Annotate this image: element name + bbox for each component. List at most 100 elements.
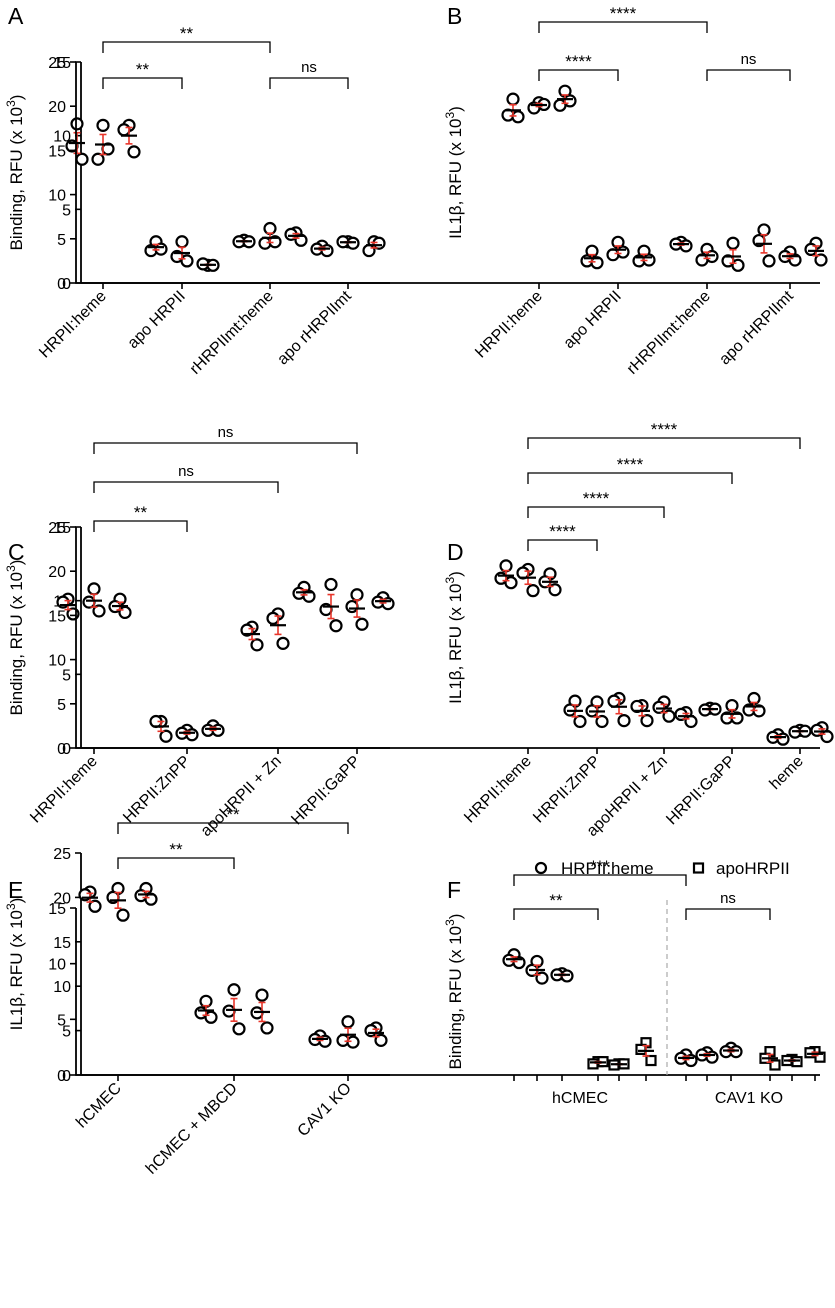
significance-bracket [269, 77, 349, 89]
data-point [75, 152, 89, 166]
significance-label: ** [136, 60, 150, 79]
data-point [684, 714, 698, 729]
y-tick-label: 20 [53, 890, 71, 907]
data-point [374, 1033, 388, 1047]
data-point [159, 729, 173, 743]
data-point [645, 1054, 657, 1067]
data-point [324, 577, 338, 592]
data-point [607, 694, 621, 708]
y-tick-label: 0 [57, 1068, 66, 1085]
category-label: rHRPIImt:heme [624, 288, 714, 378]
y-tick-label: 0 [62, 1068, 71, 1085]
significance-bracket [527, 539, 598, 551]
y-tick-label: 5 [57, 232, 66, 249]
y-axis-label: Binding, RFU (x 103) [4, 95, 26, 251]
legend-label: HRPII:heme [561, 859, 654, 878]
y-tick-label: 10 [48, 957, 66, 974]
y-tick-label: 15 [53, 935, 71, 952]
y-tick-label: 0 [57, 276, 66, 293]
data-point [504, 576, 518, 590]
panel-letter: E [8, 877, 23, 903]
significance-bracket [706, 69, 791, 81]
data-point [276, 636, 290, 650]
data-point [640, 713, 654, 728]
data-point [617, 713, 631, 728]
significance-bracket [538, 21, 708, 33]
data-point [82, 595, 96, 609]
data-point [87, 582, 101, 596]
data-point [117, 123, 131, 137]
y-tick-label: 15 [48, 901, 66, 918]
data-point [616, 245, 630, 259]
y-tick-label: 5 [62, 202, 71, 219]
data-point [329, 619, 343, 633]
category-label: apo rHRPIImt [716, 287, 797, 368]
data-point [92, 604, 106, 618]
category-label: HRPII:ZnPP [530, 753, 604, 827]
category-label: apoHRPII + Zn [198, 753, 285, 840]
legend-marker-square [692, 862, 705, 874]
panel-letter: C [8, 539, 25, 565]
y-tick-label: 0 [57, 741, 66, 758]
data-point [573, 714, 587, 729]
significance-label: ns [720, 890, 736, 907]
y-tick-label: 15 [48, 608, 66, 625]
significance-label: **** [583, 489, 610, 508]
category-label: CAV1 KO [295, 1080, 355, 1140]
data-point [762, 254, 776, 268]
category-label: HRPII:heme [461, 753, 535, 827]
significance-label: **** [549, 522, 576, 541]
significance-bracket [102, 77, 183, 89]
data-point [364, 1023, 378, 1038]
data-point [88, 899, 102, 913]
category-label: HRPII:heme [27, 753, 101, 827]
significance-bracket [527, 472, 733, 484]
data-point [96, 118, 110, 132]
data-point [511, 110, 525, 124]
y-tick-label: 25 [48, 55, 66, 72]
data-point [731, 258, 745, 272]
significance-label: ** [180, 24, 194, 43]
y-axis-label: IL1β, RFU (x 103) [443, 106, 465, 239]
data-point [118, 605, 132, 620]
y-tick-label: 10 [48, 653, 66, 670]
data-point [526, 584, 540, 598]
significance-label: ** [549, 891, 563, 910]
significance-label: ** [134, 503, 148, 522]
significance-label: **** [565, 52, 592, 71]
significance-bracket [513, 908, 599, 920]
category-label: hCMEC + MBCD [143, 1080, 241, 1178]
data-point [70, 117, 84, 131]
data-point [250, 638, 264, 652]
significance-label: **** [651, 420, 678, 439]
legend-label: apoHRPII [716, 859, 790, 878]
chart-panel-c: C051015Binding, RFU (x 103)HRPII:hemeHRP… [4, 424, 395, 840]
data-point [350, 588, 364, 602]
data-point [499, 559, 513, 573]
data-point [814, 253, 828, 267]
legend-marker-circle [534, 861, 548, 875]
y-tick-label: 5 [62, 1024, 71, 1041]
category-label: apo rHRPIImt [274, 287, 355, 368]
data-point [563, 94, 577, 108]
category-label: rHRPIImt:heme [187, 288, 277, 378]
panel-letter: B [447, 3, 462, 29]
y-tick-label: 0 [62, 276, 71, 293]
panel-letter: D [447, 539, 464, 565]
data-point [595, 714, 609, 729]
y-axis-label: IL1β, RFU (x 103) [4, 898, 26, 1031]
data-point [726, 236, 740, 250]
significance-bracket [685, 908, 771, 920]
data-point [180, 254, 194, 268]
y-axis-label: IL1β, RFU (x 103) [443, 571, 465, 704]
y-tick-label: 25 [53, 846, 71, 863]
y-tick-label: 5 [62, 667, 71, 684]
category-label: hCMEC [73, 1080, 125, 1132]
category-label: apo HRPII [561, 288, 625, 352]
data-point [91, 152, 105, 166]
data-point [127, 145, 141, 159]
data-point [341, 1015, 355, 1029]
data-point [362, 243, 376, 258]
